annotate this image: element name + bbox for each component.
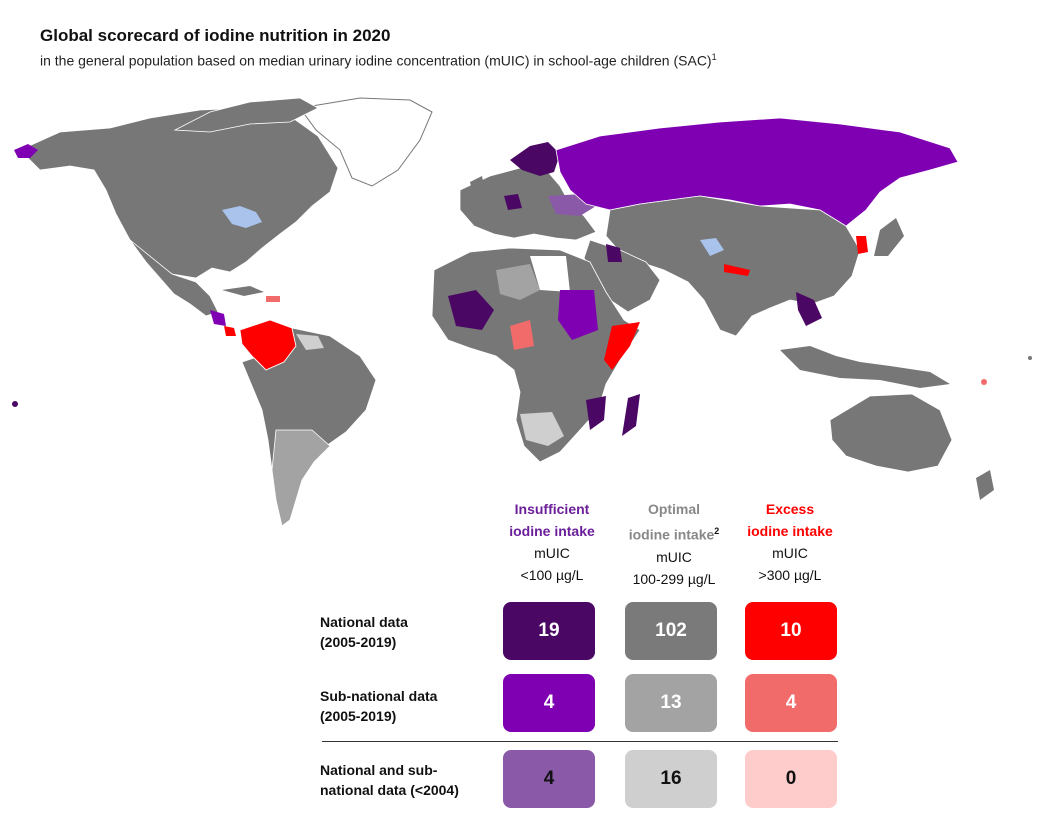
map-scandinavia [510,142,560,176]
legend-divider [322,741,838,742]
map-island [981,379,987,385]
legend-col-heading: iodine intake [747,523,833,539]
map-southern-africa [520,412,564,446]
map-asia [605,195,861,337]
legend-cell-old-optimal: 16 [625,750,717,808]
map-nepal [724,264,750,276]
legend-cell-subnational-optimal: 13 [625,674,717,732]
legend-row-label-line: national data (<2004) [320,782,459,798]
map-iraq [606,244,622,262]
legend-row-label-line: (2005-2019) [320,708,397,724]
map-cuba [222,286,264,296]
map-somalia [604,322,640,370]
map-aleutian [14,144,38,158]
legend-cell-national-optimal: 102 [625,602,717,660]
legend-row-label-old: National and sub- national data (<2004) [320,760,500,800]
map-mexico [129,239,219,317]
map-argentina [271,429,331,527]
map-caribbean [266,296,280,302]
legend-cell-old-insufficient: 4 [503,750,595,808]
legend-row-label-line: (2005-2019) [320,634,397,650]
legend-col-heading: Optimal [647,501,701,517]
map-island [1028,356,1032,360]
legend-col-range: <100 µg/L [520,567,584,583]
legend-col-optimal: Optimal iodine intake2 mUIC 100-299 µg/L [614,498,734,590]
legend-col-heading: iodine intake2 [614,520,734,546]
map-indonesia [780,346,950,388]
legend-col-metric: mUIC [656,548,692,565]
legend-col-range: >300 µg/L [758,567,822,583]
legend-row-label-line: Sub-national data [320,688,438,704]
map-niger [496,264,540,300]
legend-col-heading: Insufficient [514,501,590,517]
map-sudan [558,290,598,340]
legend-cell-national-insufficient: 19 [503,602,595,660]
legend-col-excess: Excess iodine intake mUIC >300 µg/L [730,498,850,586]
map-madagascar [622,394,640,436]
legend-cell-national-excess: 10 [745,602,837,660]
legend-row-label-line: National data [320,614,408,630]
legend-col-range: 100-299 µg/L [632,570,716,587]
legend-col-heading: Excess [765,501,815,517]
subtitle-text: in the general population based on media… [40,52,712,69]
map-korea [856,236,868,254]
legend-col-heading-text: iodine intake [628,526,715,543]
map-north-america [19,107,339,279]
world-map [12,97,1032,527]
map-caspian [700,238,724,256]
page-title: Global scorecard of iodine nutrition in … [40,26,391,45]
legend-row-label-line: National and sub- [320,762,438,778]
map-vietnam [796,292,822,326]
map-australia [829,393,953,473]
legend-col-insufficient: Insufficient iodine intake mUIC <100 µg/… [492,498,612,586]
map-libya [530,256,570,292]
legend-row-label-national: National data (2005-2019) [320,612,500,652]
legend-col-metric: mUIC [772,545,808,561]
map-germany [504,194,522,210]
map-mozambique [586,396,606,430]
map-guyana [296,334,324,350]
legend-col-footnote: 2 [714,526,720,536]
map-arctic-islands [173,97,319,133]
page-subtitle: in the general population based on media… [40,52,717,69]
map-island [12,401,18,407]
map-uk [470,176,486,200]
map-new-zealand [976,470,994,500]
legend-col-heading: iodine intake [509,523,595,539]
map-central-america [210,310,226,326]
legend-col-metric: mUIC [534,545,570,561]
subtitle-footnote: 1 [711,52,717,62]
map-japan [874,218,904,256]
map-great-lakes [222,206,262,228]
legend-row-label-subnational: Sub-national data (2005-2019) [320,686,500,726]
map-nigeria [510,320,534,350]
map-west-africa [448,290,494,330]
map-greenland [299,97,433,187]
legend-cell-subnational-insufficient: 4 [503,674,595,732]
legend-cell-old-excess: 0 [745,750,837,808]
legend-cell-subnational-excess: 4 [745,674,837,732]
map-costa-rica [224,326,236,336]
